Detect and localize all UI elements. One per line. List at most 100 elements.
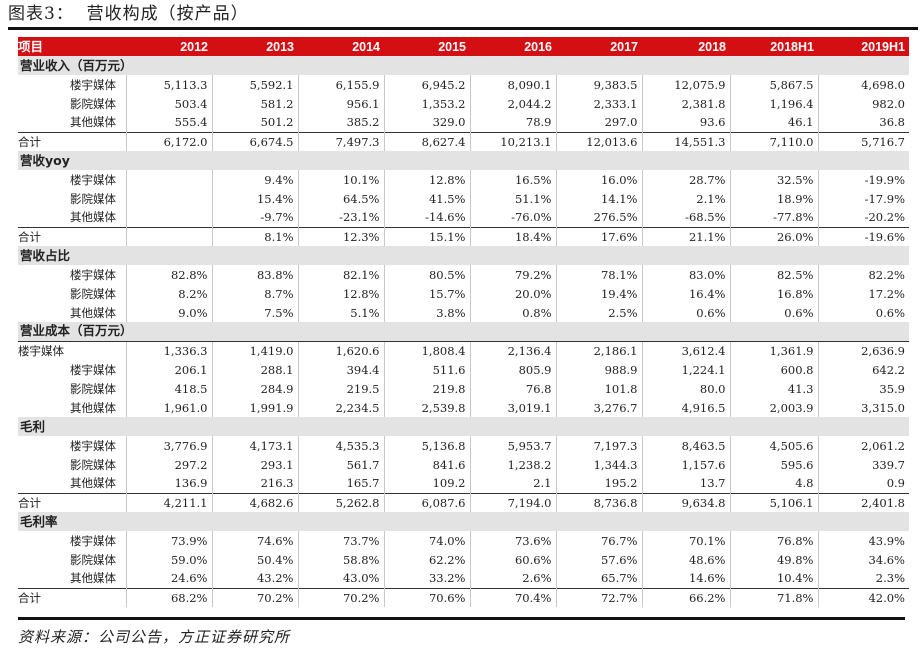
value-cell: 4,682.6 [211,492,298,512]
value-cell: 1,157.6 [641,455,730,474]
value-cell: 1,238.2 [469,455,556,474]
row-label: 其他媒体 [70,305,116,320]
value-cell: 418.5 [125,379,212,398]
value-cell: 165.7 [297,474,384,493]
header-cell: 2014 [298,37,384,56]
value-cell: 33.2% [383,569,470,588]
table-row: 影院媒体 297.2 293.1 561.7 841.6 1,238.2 1,344.3 1,… [18,455,909,474]
value-cell: 1,224.1 [641,360,730,379]
row-label: 影院媒体 [70,286,116,301]
value-cell: 1,419.0 [211,340,298,360]
value-cell: 65.7% [555,569,642,588]
value-cell: 70.2% [211,587,298,607]
section-label: 营收占比 [18,246,909,265]
value-cell: 24.6% [125,569,212,588]
section-header-row: 营业收入（百万元） [18,56,909,75]
value-cell: 43.9% [817,531,909,550]
value-cell: 43.0% [297,569,384,588]
value-cell: 58.8% [297,550,384,569]
section-header-row: 毛利 [18,417,909,436]
header-cell: 2015 [384,37,470,56]
value-cell: 1,620.6 [297,340,384,360]
figure-title: 图表3： 营收构成（按产品） [8,4,249,24]
value-cell: 288.1 [211,360,298,379]
value-cell: 5,867.5 [729,75,818,94]
row-label: 影院媒体 [70,191,116,206]
value-cell: 32.5% [729,170,818,189]
section-label: 毛利率 [18,512,909,531]
header-cell: 2017 [556,37,642,56]
value-cell: 73.9% [125,531,212,550]
total-row: 合计 8.1% 12.3% 15.1% 18.4% 17.6% 21.1% 26.0% -19.… [18,226,909,246]
value-cell: 5,716.7 [817,131,909,151]
value-cell: 6,172.0 [125,131,212,151]
value-cell: 4,173.1 [211,436,298,455]
row-label: 楼宇媒体 [70,438,116,453]
section-header-row: 毛利率 [18,512,909,531]
total-row: 合计 6,172.0 6,674.5 7,497.3 8,627.4 10,213.1 12… [18,131,909,151]
value-cell [125,189,212,208]
row-label: 楼宇媒体 [70,362,116,377]
value-cell: 93.6 [641,113,730,132]
value-cell: 2.1 [469,474,556,493]
table-row: 其他媒体 555.4 501.2 385.2 329.0 78.9 297.0 93.6 46.… [18,113,909,132]
value-cell: -77.8% [729,208,818,227]
value-cell: 8,463.5 [641,436,730,455]
value-cell: 78.1% [555,265,642,284]
section-header-row: 营业成本（百万元） [18,322,909,341]
value-cell: 15.7% [383,284,470,303]
value-cell: 2,234.5 [297,398,384,417]
row-label: 其他媒体 [70,115,116,130]
value-cell: 2.5% [555,303,642,322]
table-row: 其他媒体 9.0% 7.5% 5.1% 3.8% 0.8% 2.5% 0.6% 0.6% 0.6% [18,303,909,322]
section-label: 营业收入（百万元） [18,56,909,75]
table-bottom-rule [18,617,905,620]
header-cell: 项目 [18,37,126,56]
value-cell: 46.1 [729,113,818,132]
table-row: 影院媒体 8.2% 8.7% 12.8% 15.7% 20.0% 19.4% 16.4% 16.… [18,284,909,303]
value-cell: 2,636.9 [817,340,909,360]
table-row: 楼宇媒体 5,113.3 5,592.1 6,155.9 6,945.2 8,090.1 9… [18,75,909,94]
value-cell: 76.8 [469,379,556,398]
value-cell: 0.9 [817,474,909,493]
value-cell: 3,315.0 [817,398,909,417]
value-cell: 17.6% [555,226,642,246]
value-cell: 276.5% [555,208,642,227]
value-cell: 5,262.8 [297,492,384,512]
value-cell: 19.4% [555,284,642,303]
row-label: 合计 [18,492,126,512]
value-cell: 16.5% [469,170,556,189]
value-cell: 76.8% [729,531,818,550]
value-cell: 71.8% [729,587,818,607]
value-cell: 64.5% [297,189,384,208]
value-cell: 4,211.1 [125,492,212,512]
value-cell: 136.9 [125,474,212,493]
value-cell: 8,627.4 [383,131,470,151]
revenue-table: 项目 2012 2013 2014 2015 2016 2017 2018 20… [18,37,909,607]
value-cell: 0.6% [729,303,818,322]
row-label: 楼宇媒体 [70,77,116,92]
value-cell: 2,136.4 [469,340,556,360]
value-cell: 219.5 [297,379,384,398]
value-cell: 15.4% [211,189,298,208]
value-cell: 4,505.6 [729,436,818,455]
value-cell: 16.0% [555,170,642,189]
value-cell: 82.5% [729,265,818,284]
value-cell: 3,612.4 [641,340,730,360]
value-cell: 10,213.1 [469,131,556,151]
value-cell: 8,090.1 [469,75,556,94]
value-cell: 16.4% [641,284,730,303]
value-cell: 10.4% [729,569,818,588]
value-cell: 6,087.6 [383,492,470,512]
table-row: 楼宇媒体 3,776.9 4,173.1 4,535.3 5,136.8 5,953.7 7… [18,436,909,455]
value-cell: 74.6% [211,531,298,550]
value-cell: 17.2% [817,284,909,303]
row-label: 影院媒体 [70,96,116,111]
value-cell: 5,106.1 [729,492,818,512]
value-cell: 82.1% [297,265,384,284]
value-cell: 6,155.9 [297,75,384,94]
value-cell: 51.1% [469,189,556,208]
value-cell: 2,539.8 [383,398,470,417]
value-cell: 12.8% [383,170,470,189]
row-label: 合计 [18,131,126,151]
